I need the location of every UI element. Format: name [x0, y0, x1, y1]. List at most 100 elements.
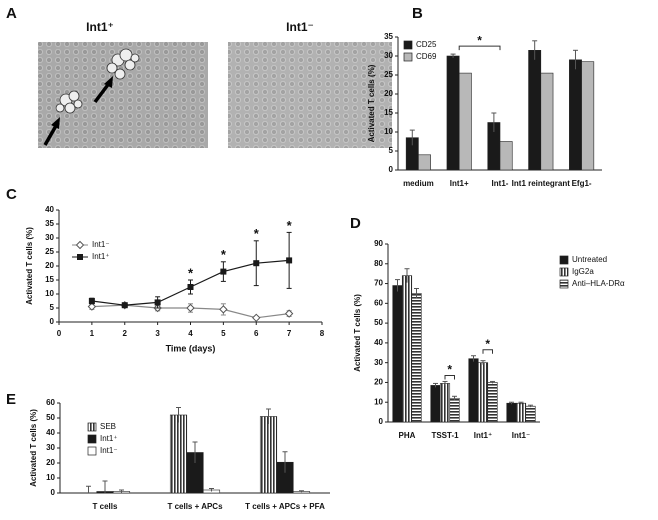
- significance-star: *: [221, 247, 227, 262]
- panel-letter: B: [412, 5, 423, 22]
- y-tick-label: 50: [46, 413, 55, 422]
- bar: [506, 402, 517, 423]
- y-axis-title: Activated T cells (%): [29, 409, 38, 487]
- x-tick-label: Int1 reintegrant: [512, 179, 571, 188]
- x-tick-label: 7: [287, 329, 292, 338]
- y-tick-label: 5: [50, 303, 55, 312]
- y-tick-label: 10: [45, 289, 54, 298]
- marker: [154, 299, 161, 306]
- legend-swatch: [403, 40, 413, 50]
- y-tick-label: 50: [374, 318, 383, 327]
- bar: [446, 55, 460, 171]
- y-tick-label: 40: [45, 205, 54, 214]
- micrograph: [228, 42, 392, 148]
- marker: [88, 298, 95, 304]
- marker: [186, 303, 195, 313]
- x-tick-label: PHA: [399, 431, 416, 440]
- significance-star: *: [188, 265, 194, 280]
- legend-swatch: [87, 446, 97, 456]
- marker: [220, 268, 227, 275]
- marker: [253, 260, 260, 267]
- y-tick-label: 10: [46, 473, 55, 482]
- bar: [569, 59, 582, 171]
- x-tick-label: Int1⁺: [474, 431, 492, 440]
- y-tick-label: 0: [50, 317, 55, 326]
- legend-swatch: [403, 52, 413, 62]
- legend-label: IgG2a: [572, 267, 594, 276]
- significance-star: *: [485, 337, 490, 351]
- x-tick-label: Int1-: [492, 179, 509, 188]
- significance-star: *: [254, 226, 260, 241]
- bar: [468, 358, 479, 423]
- bar: [169, 414, 188, 494]
- marker: [75, 240, 85, 250]
- legend-swatch: [87, 422, 97, 432]
- legend-label: Int1⁺: [100, 434, 118, 443]
- x-tick-label: 2: [123, 329, 128, 338]
- x-tick-label: 5: [221, 329, 226, 338]
- y-tick-label: 20: [374, 378, 383, 387]
- bar: [499, 141, 513, 171]
- panel-letter: C: [6, 186, 17, 203]
- y-axis-title: Activated T cells (%): [353, 294, 362, 372]
- x-tick-label: 1: [90, 329, 95, 338]
- bar: [418, 154, 431, 171]
- marker: [121, 302, 128, 309]
- y-tick-label: 25: [45, 247, 54, 256]
- y-tick-label: 70: [374, 279, 383, 288]
- bar: [540, 72, 554, 171]
- marker: [284, 309, 294, 318]
- y-tick-label: 5: [389, 146, 394, 155]
- y-tick-label: 0: [379, 417, 384, 426]
- bar: [401, 275, 413, 423]
- bar: [525, 405, 536, 423]
- x-axis-title: Time (days): [166, 343, 216, 353]
- bar: [528, 49, 542, 171]
- y-axis-title: Activated T cells (%): [367, 64, 376, 142]
- image-label: Int1⁺: [86, 20, 114, 34]
- x-tick-label: 4: [188, 329, 193, 338]
- panel-letter: D: [350, 215, 361, 232]
- y-tick-label: 30: [45, 233, 54, 242]
- marker: [252, 313, 261, 323]
- y-tick-label: 35: [384, 32, 393, 41]
- x-tick-label: T cells + APCs + PFA: [245, 502, 325, 511]
- y-tick-label: 30: [374, 358, 383, 367]
- y-tick-label: 25: [384, 70, 393, 79]
- micrograph: [38, 42, 208, 148]
- bar: [430, 385, 441, 423]
- x-tick-label: 3: [155, 329, 160, 338]
- y-tick-label: 20: [45, 261, 54, 270]
- y-tick-label: 20: [384, 89, 393, 98]
- bar: [477, 362, 489, 423]
- y-tick-label: 30: [384, 51, 393, 60]
- marker: [187, 284, 194, 290]
- legend-label: Untreated: [572, 255, 607, 264]
- y-tick-label: 60: [374, 298, 383, 307]
- y-tick-label: 60: [46, 398, 55, 407]
- marker: [87, 302, 97, 311]
- marker: [77, 254, 83, 260]
- legend-label: Int1⁺: [92, 252, 110, 261]
- legend-swatch: [559, 267, 569, 277]
- legend-label: Int1⁻: [92, 240, 110, 249]
- x-tick-label: 8: [320, 329, 325, 338]
- x-tick-label: T cells: [93, 502, 118, 511]
- image-label: Int1⁻: [286, 20, 314, 34]
- panel-letter: A: [6, 5, 17, 22]
- x-tick-label: Int1+: [450, 179, 469, 188]
- x-tick-label: T cells + APCs: [167, 502, 223, 511]
- x-tick-label: medium: [403, 179, 434, 188]
- marker: [286, 257, 293, 264]
- y-tick-label: 20: [46, 458, 55, 467]
- y-tick-label: 15: [45, 275, 54, 284]
- y-tick-label: 0: [389, 165, 394, 174]
- legend-label: CD25: [416, 40, 437, 49]
- legend-label: SEB: [100, 422, 116, 431]
- bar: [411, 293, 422, 423]
- bar: [259, 416, 278, 494]
- x-tick-label: 0: [57, 329, 62, 338]
- x-tick-label: Int1⁻: [512, 431, 530, 440]
